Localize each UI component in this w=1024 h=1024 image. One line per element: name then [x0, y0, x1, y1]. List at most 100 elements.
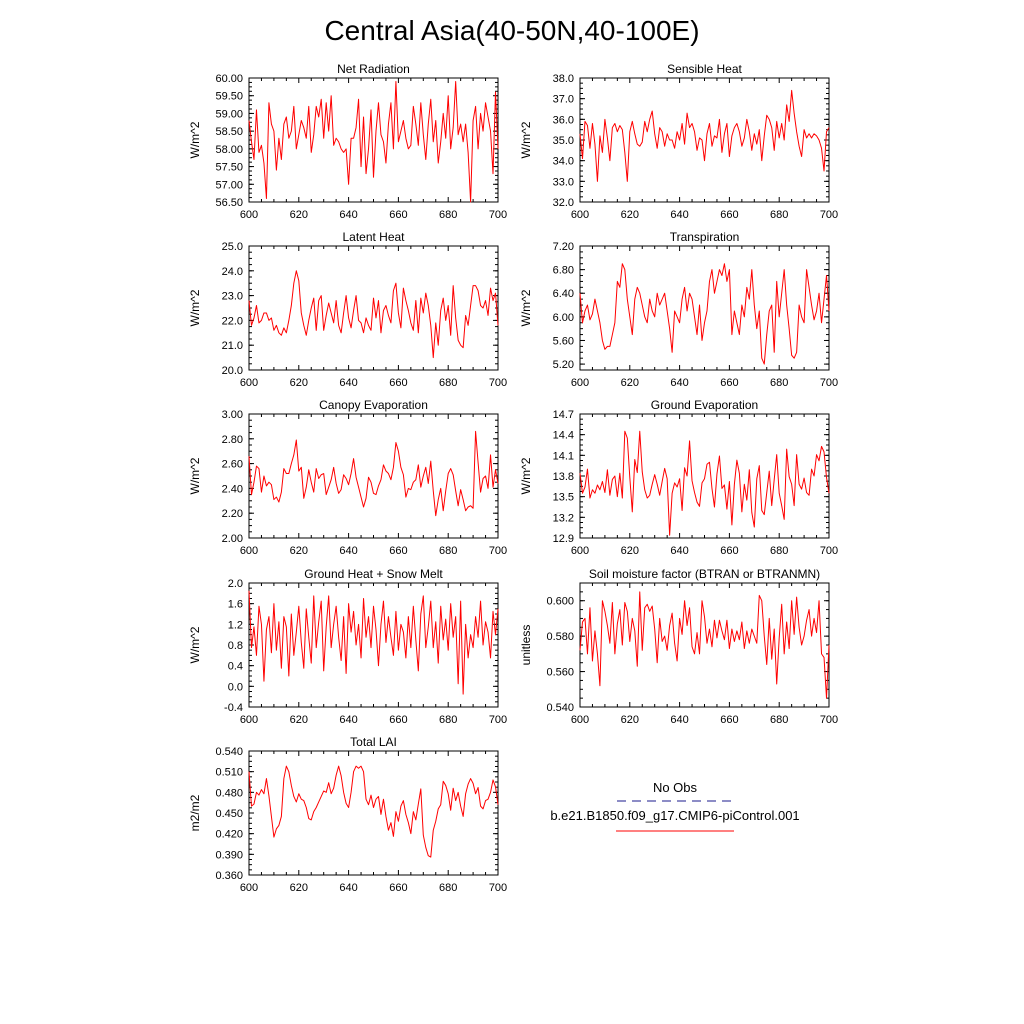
- ground-heat-snow-melt-xtick-label: 680: [439, 714, 457, 726]
- net-radiation-ytick-label: 59.00: [215, 108, 243, 120]
- total-lai-ytick-label: 0.510: [215, 767, 243, 779]
- net-radiation-ytick-label: 57.00: [215, 179, 243, 191]
- ground-evaporation-xtick-label: 680: [770, 545, 788, 557]
- total-lai-xtick-label: 700: [489, 882, 507, 894]
- ground-heat-snow-melt-panel: Ground Heat + Snow Melt W/m^2 600 620 640 660…: [188, 567, 507, 726]
- latent-heat-ylabel: W/m^2: [188, 289, 202, 326]
- transpiration-xtick-label: 640: [670, 377, 688, 389]
- ground-evaporation-ytick-label: 14.7: [553, 409, 574, 421]
- ground-evaporation-ytick-label: 12.9: [553, 533, 574, 545]
- sensible-heat-title: Sensible Heat: [667, 62, 742, 76]
- net-radiation-title: Net Radiation: [337, 62, 410, 76]
- transpiration-ytick-label: 5.60: [553, 335, 574, 347]
- ground-evaporation-xtick-label: 640: [670, 545, 688, 557]
- ground-evaporation-ytick-label: 13.2: [553, 512, 574, 524]
- latent-heat-ytick-label: 21.0: [222, 340, 243, 352]
- latent-heat-ytick-label: 25.0: [222, 241, 243, 253]
- net-radiation-xtick-label: 600: [240, 209, 258, 221]
- canopy-evaporation-ytick-label: 2.60: [222, 459, 243, 471]
- transpiration-xtick-label: 680: [770, 377, 788, 389]
- transpiration-xtick-label: 620: [621, 377, 639, 389]
- net-radiation-xtick-label: 640: [339, 209, 357, 221]
- soil-moisture-factor-btran-or-btranmn-xtick-label: 700: [820, 714, 838, 726]
- transpiration-xtick-label: 700: [820, 377, 838, 389]
- ground-evaporation-ytick-label: 14.1: [553, 450, 574, 462]
- canopy-evaporation-xtick-label: 640: [339, 545, 357, 557]
- net-radiation-ytick-label: 59.50: [215, 91, 243, 103]
- sensible-heat-xtick-label: 700: [820, 209, 838, 221]
- latent-heat-xtick-label: 660: [389, 377, 407, 389]
- sensible-heat-ytick-label: 36.0: [553, 114, 574, 126]
- sensible-heat-ytick-label: 38.0: [553, 73, 574, 85]
- ground-heat-snow-melt-series-line: [248, 590, 499, 695]
- net-radiation-series-line: [248, 81, 499, 203]
- canopy-evaporation-xtick-label: 680: [439, 545, 457, 557]
- legend-obs-label: No Obs: [653, 780, 698, 795]
- soil-moisture-factor-btran-or-btranmn-xtick-label: 640: [670, 714, 688, 726]
- sensible-heat-ytick-label: 34.0: [553, 156, 574, 168]
- latent-heat-ytick-label: 23.0: [222, 291, 243, 303]
- canopy-evaporation-title: Canopy Evaporation: [319, 398, 428, 412]
- legend: No Obs b.e21.B1850.f09_g17.CMIP6-piContr…: [550, 780, 800, 832]
- latent-heat-xtick-label: 600: [240, 377, 258, 389]
- soil-moisture-factor-btran-or-btranmn-xtick-label: 620: [621, 714, 639, 726]
- total-lai-ytick-label: 0.420: [215, 829, 243, 841]
- sensible-heat-xtick-label: 640: [670, 209, 688, 221]
- soil-moisture-factor-btran-or-btranmn-xtick-label: 600: [571, 714, 589, 726]
- canopy-evaporation-series-line: [248, 430, 499, 517]
- net-radiation-ytick-label: 56.50: [215, 197, 243, 209]
- canopy-evaporation-ytick-label: 3.00: [222, 409, 243, 421]
- net-radiation-xtick-label: 660: [389, 209, 407, 221]
- latent-heat-plot-frame: [248, 245, 499, 371]
- ground-heat-snow-melt-ytick-label: 0.0: [228, 681, 243, 693]
- sensible-heat-ytick-label: 33.0: [553, 176, 574, 188]
- ground-heat-snow-melt-xtick-label: 620: [290, 714, 308, 726]
- net-radiation-xtick-label: 700: [489, 209, 507, 221]
- sensible-heat-panel: Sensible Heat W/m^2 600 620 640 660 680 700 32.0…: [519, 62, 838, 221]
- latent-heat-xtick-label: 700: [489, 377, 507, 389]
- ground-heat-snow-melt-xtick-label: 600: [240, 714, 258, 726]
- figure-title: Central Asia(40-50N,40-100E): [324, 15, 699, 46]
- sensible-heat-ytick-label: 37.0: [553, 94, 574, 106]
- transpiration-ylabel: W/m^2: [519, 289, 533, 326]
- net-radiation-plot-frame: [248, 77, 499, 203]
- latent-heat-ytick-label: 22.0: [222, 315, 243, 327]
- net-radiation-ytick-label: 58.50: [215, 126, 243, 138]
- net-radiation-xtick-label: 620: [290, 209, 308, 221]
- ground-heat-snow-melt-xtick-label: 640: [339, 714, 357, 726]
- ground-heat-snow-melt-ytick-label: 0.4: [228, 661, 243, 673]
- sensible-heat-xtick-label: 620: [621, 209, 639, 221]
- soil-moisture-factor-btran-or-btranmn-xtick-label: 680: [770, 714, 788, 726]
- net-radiation-panel: Net Radiation W/m^2 600 620 640 660 680 700 56.5…: [188, 62, 507, 221]
- ground-heat-snow-melt-xtick-label: 660: [389, 714, 407, 726]
- total-lai-xtick-label: 600: [240, 882, 258, 894]
- panel-grid: Net Radiation W/m^2 600 620 640 660 680 700 56.5…: [188, 62, 838, 894]
- total-lai-title: Total LAI: [350, 735, 397, 749]
- legend-model-label: b.e21.B1850.f09_g17.CMIP6-piControl.001: [550, 808, 799, 823]
- ground-heat-snow-melt-ytick-label: 1.2: [228, 619, 243, 631]
- transpiration-ytick-label: 5.20: [553, 359, 574, 371]
- sensible-heat-ytick-label: 35.0: [553, 135, 574, 147]
- transpiration-title: Transpiration: [670, 230, 740, 244]
- net-radiation-ytick-label: 60.00: [215, 73, 243, 85]
- canopy-evaporation-ytick-label: 2.20: [222, 508, 243, 520]
- ground-evaporation-ytick-label: 14.4: [553, 430, 574, 442]
- soil-moisture-factor-btran-or-btranmn-ylabel: unitless: [519, 625, 533, 666]
- sensible-heat-xtick-label: 660: [720, 209, 738, 221]
- total-lai-ylabel: m2/m2: [188, 794, 202, 831]
- ground-evaporation-title: Ground Evaporation: [651, 398, 758, 412]
- sensible-heat-ytick-label: 32.0: [553, 197, 574, 209]
- total-lai-ytick-label: 0.360: [215, 870, 243, 882]
- canopy-evaporation-xtick-label: 700: [489, 545, 507, 557]
- ground-heat-snow-melt-ylabel: W/m^2: [188, 626, 202, 663]
- total-lai-plot-frame: [248, 750, 499, 876]
- net-radiation-ytick-label: 57.50: [215, 162, 243, 174]
- sensible-heat-xtick-label: 680: [770, 209, 788, 221]
- latent-heat-series-line: [248, 270, 499, 359]
- ground-evaporation-series-line: [579, 430, 830, 536]
- ground-evaporation-xtick-label: 660: [720, 545, 738, 557]
- soil-moisture-factor-btran-or-btranmn-series-line: [579, 591, 830, 699]
- latent-heat-title: Latent Heat: [342, 230, 405, 244]
- canopy-evaporation-ytick-label: 2.00: [222, 533, 243, 545]
- total-lai-series-line: [248, 765, 499, 858]
